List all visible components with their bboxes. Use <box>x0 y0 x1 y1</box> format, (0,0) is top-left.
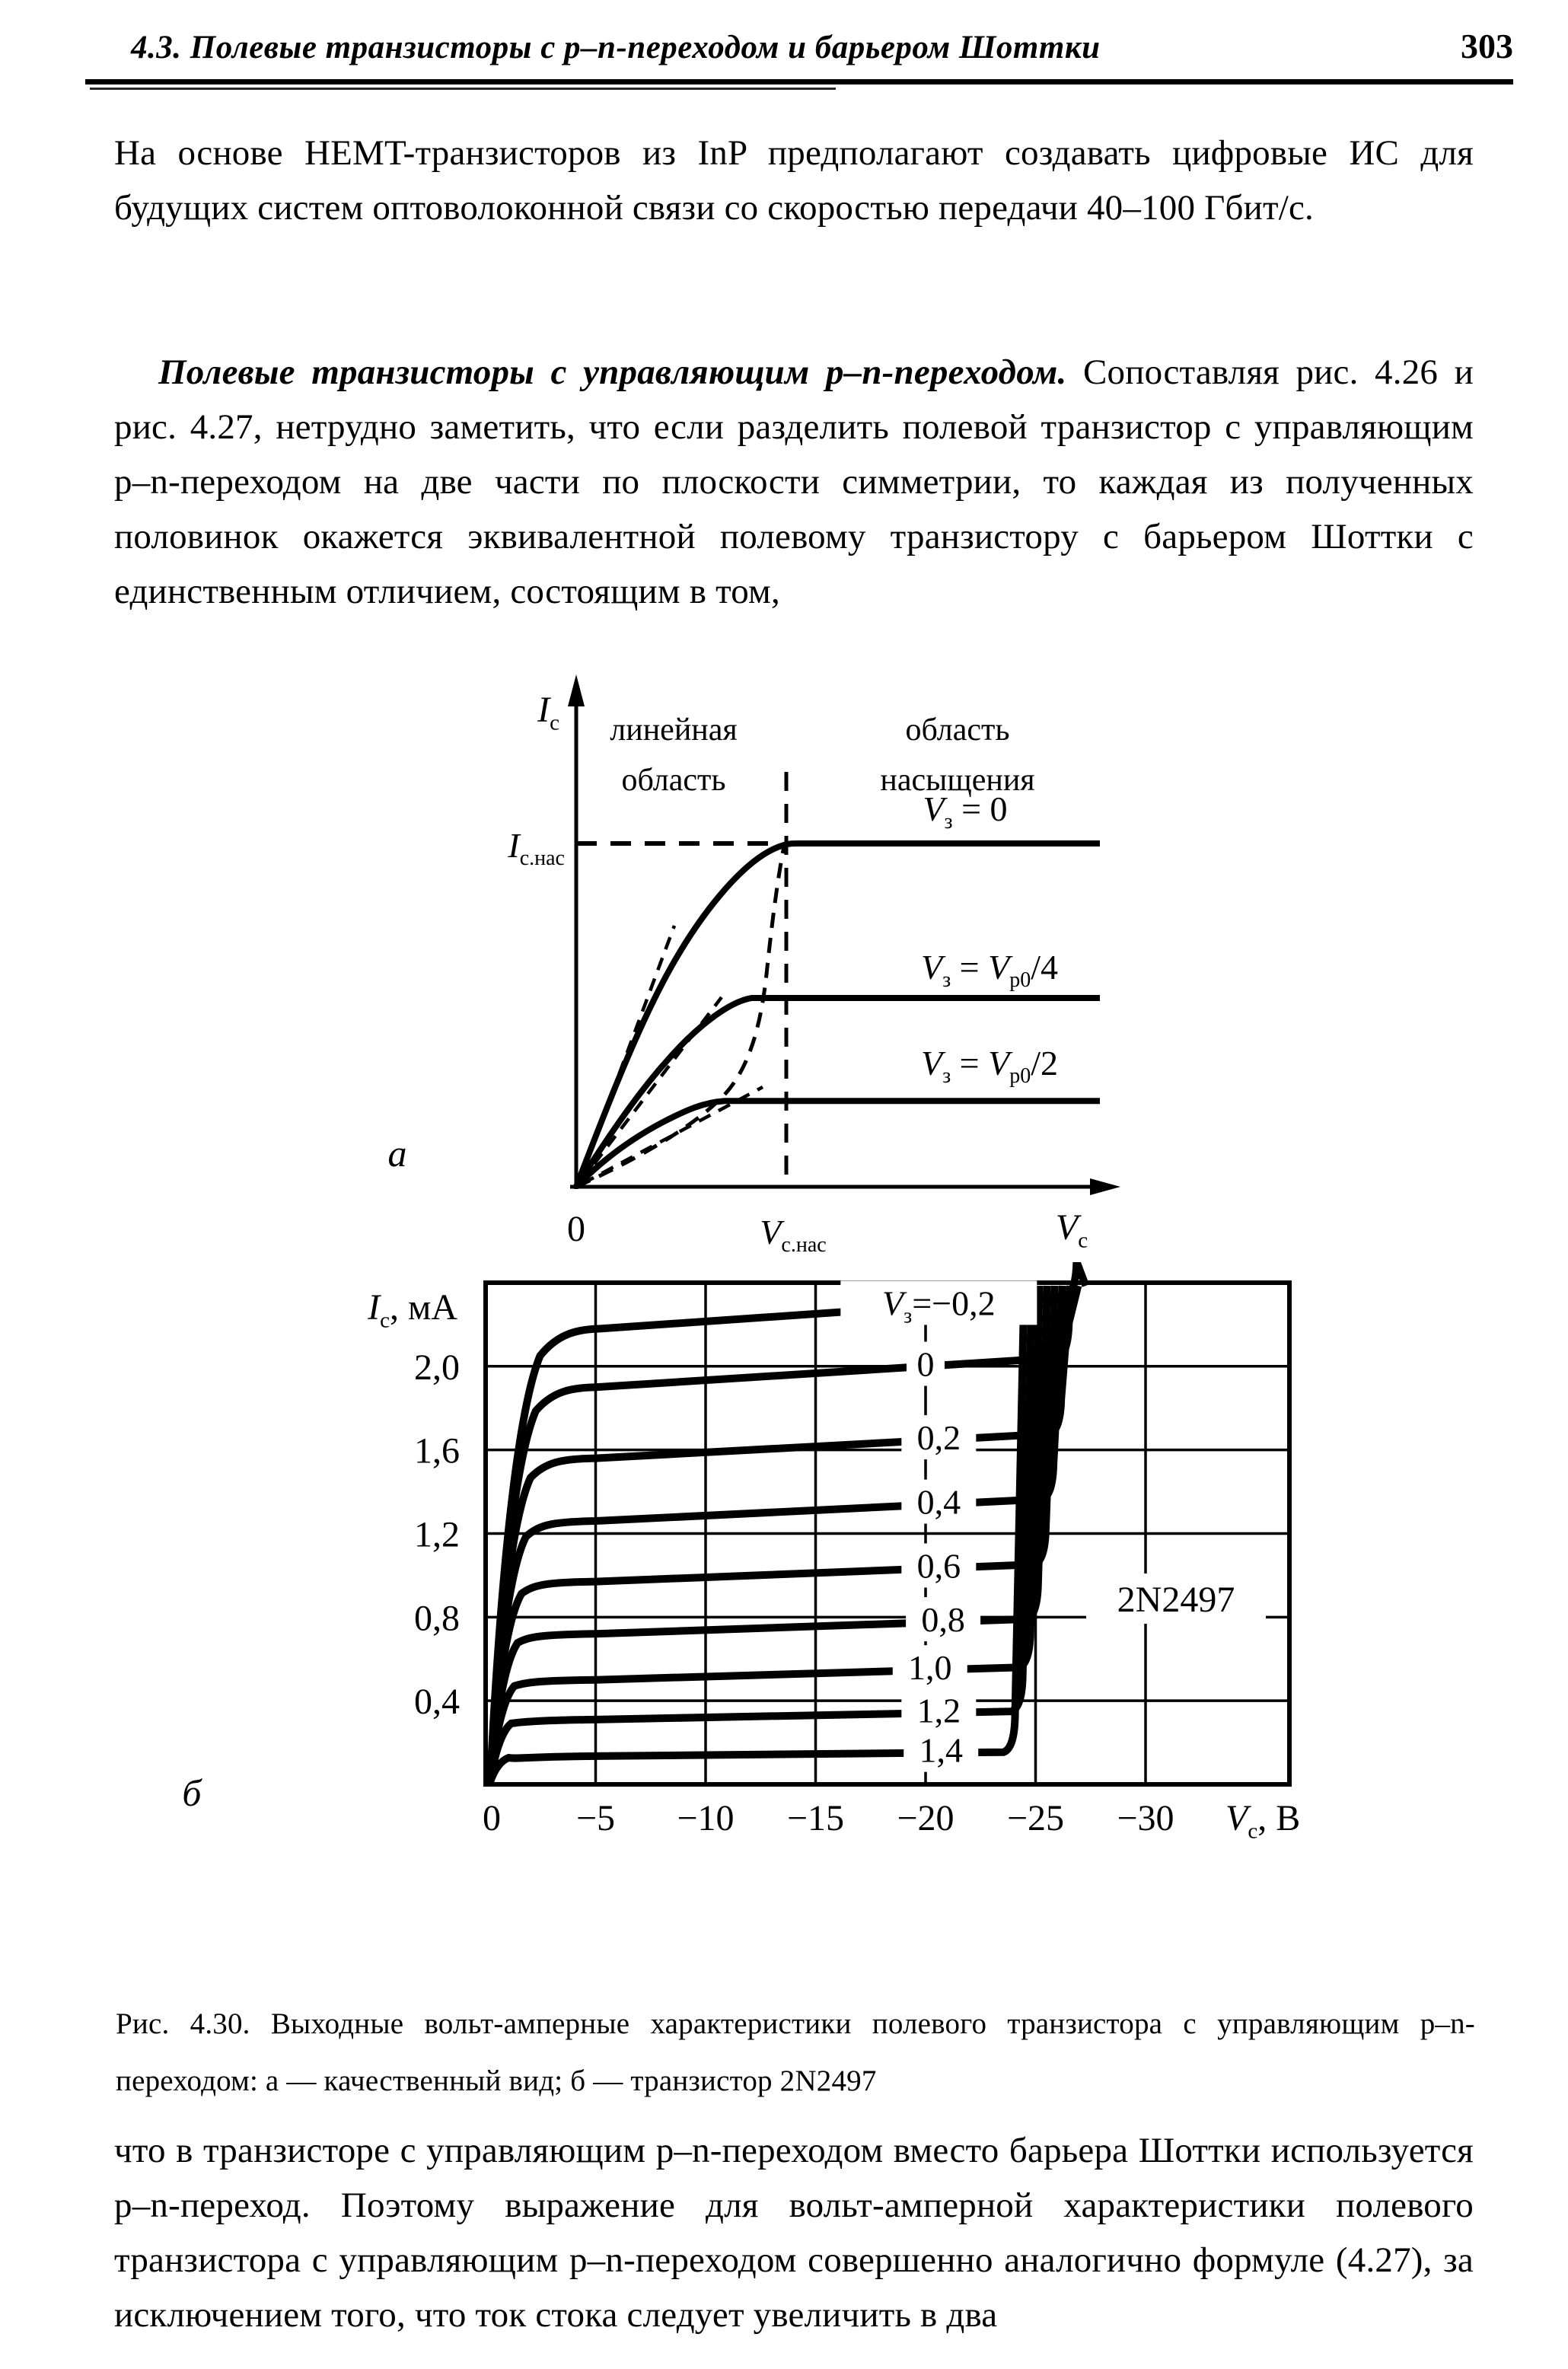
svg-text:0,6: 0,6 <box>917 1547 961 1586</box>
svg-text:б: б <box>182 1771 202 1814</box>
svg-text:Iс: Iс <box>537 690 559 735</box>
svg-text:−25: −25 <box>1007 1798 1064 1838</box>
svg-text:Vс: Vс <box>1056 1207 1088 1253</box>
paragraph-2-rest: Сопоставляя рис. 4.26 и рис. 4.27, нетру… <box>114 352 1474 611</box>
paragraph-1: На основе HEMT-транзисторов из InP предп… <box>114 133 1474 228</box>
svg-text:Vз = 0: Vз = 0 <box>923 789 1007 834</box>
header-rule <box>85 79 1513 84</box>
svg-text:−10: −10 <box>677 1798 734 1838</box>
svg-text:0,2: 0,2 <box>917 1418 961 1457</box>
svg-text:Vс.нас: Vс.нас <box>760 1213 826 1256</box>
paragraph-3: что в транзисторе с управляющим p–n-пере… <box>114 2131 1474 2335</box>
svg-text:Vз = Vр0/2: Vз = Vр0/2 <box>921 1044 1058 1088</box>
svg-text:−5: −5 <box>576 1798 615 1838</box>
svg-text:0,8: 0,8 <box>921 1600 965 1639</box>
svg-text:0: 0 <box>483 1798 501 1838</box>
svg-text:Vс, В: Vс, В <box>1225 1798 1300 1844</box>
svg-text:1,2: 1,2 <box>414 1514 460 1554</box>
paragraph-2: Полевые транзисторы с управляющим p–n-пе… <box>114 345 1474 619</box>
svg-text:2,0: 2,0 <box>414 1347 460 1388</box>
figure-a-qualitative-iv-chart: IсIс.наслинейнаяобластьобластьнасыщенияV… <box>388 674 1120 1256</box>
svg-text:0: 0 <box>567 1209 585 1249</box>
svg-text:0,4: 0,4 <box>917 1483 961 1522</box>
svg-text:0,8: 0,8 <box>414 1598 460 1638</box>
svg-text:0,4: 0,4 <box>414 1682 460 1722</box>
svg-text:−30: −30 <box>1117 1798 1174 1838</box>
svg-text:0: 0 <box>917 1344 935 1383</box>
svg-text:Iс.нас: Iс.нас <box>507 826 565 870</box>
svg-text:−15: −15 <box>787 1798 844 1838</box>
running-header-title: 4.3. Полевые транзисторы с p–n-переходом… <box>131 30 1101 65</box>
svg-text:Iс, мА: Iс, мА <box>367 1287 457 1333</box>
svg-text:насыщения: насыщения <box>880 763 1034 798</box>
svg-text:Vз=−0,2: Vз=−0,2 <box>882 1283 996 1328</box>
paragraph-2-lead: Полевые транзисторы с управляющим p–n-пе… <box>158 352 1067 392</box>
svg-text:1,6: 1,6 <box>414 1431 460 1471</box>
svg-text:Vз = Vр0/4: Vз = Vр0/4 <box>921 948 1058 992</box>
header-rule-smudge <box>90 88 836 90</box>
svg-text:а: а <box>388 1132 407 1175</box>
svg-text:1,0: 1,0 <box>908 1648 952 1687</box>
page-number: 303 <box>1461 27 1513 65</box>
figure-caption: Рис. 4.30. Выходные вольт-амперные харак… <box>116 2007 1475 2097</box>
svg-text:1,2: 1,2 <box>917 1691 961 1730</box>
svg-text:2N2497: 2N2497 <box>1117 1580 1235 1620</box>
svg-text:область: область <box>621 763 725 798</box>
svg-text:1,4: 1,4 <box>919 1731 963 1770</box>
svg-text:−20: −20 <box>897 1798 954 1838</box>
svg-text:область: область <box>905 713 1009 748</box>
svg-text:линейная: линейная <box>610 713 737 748</box>
